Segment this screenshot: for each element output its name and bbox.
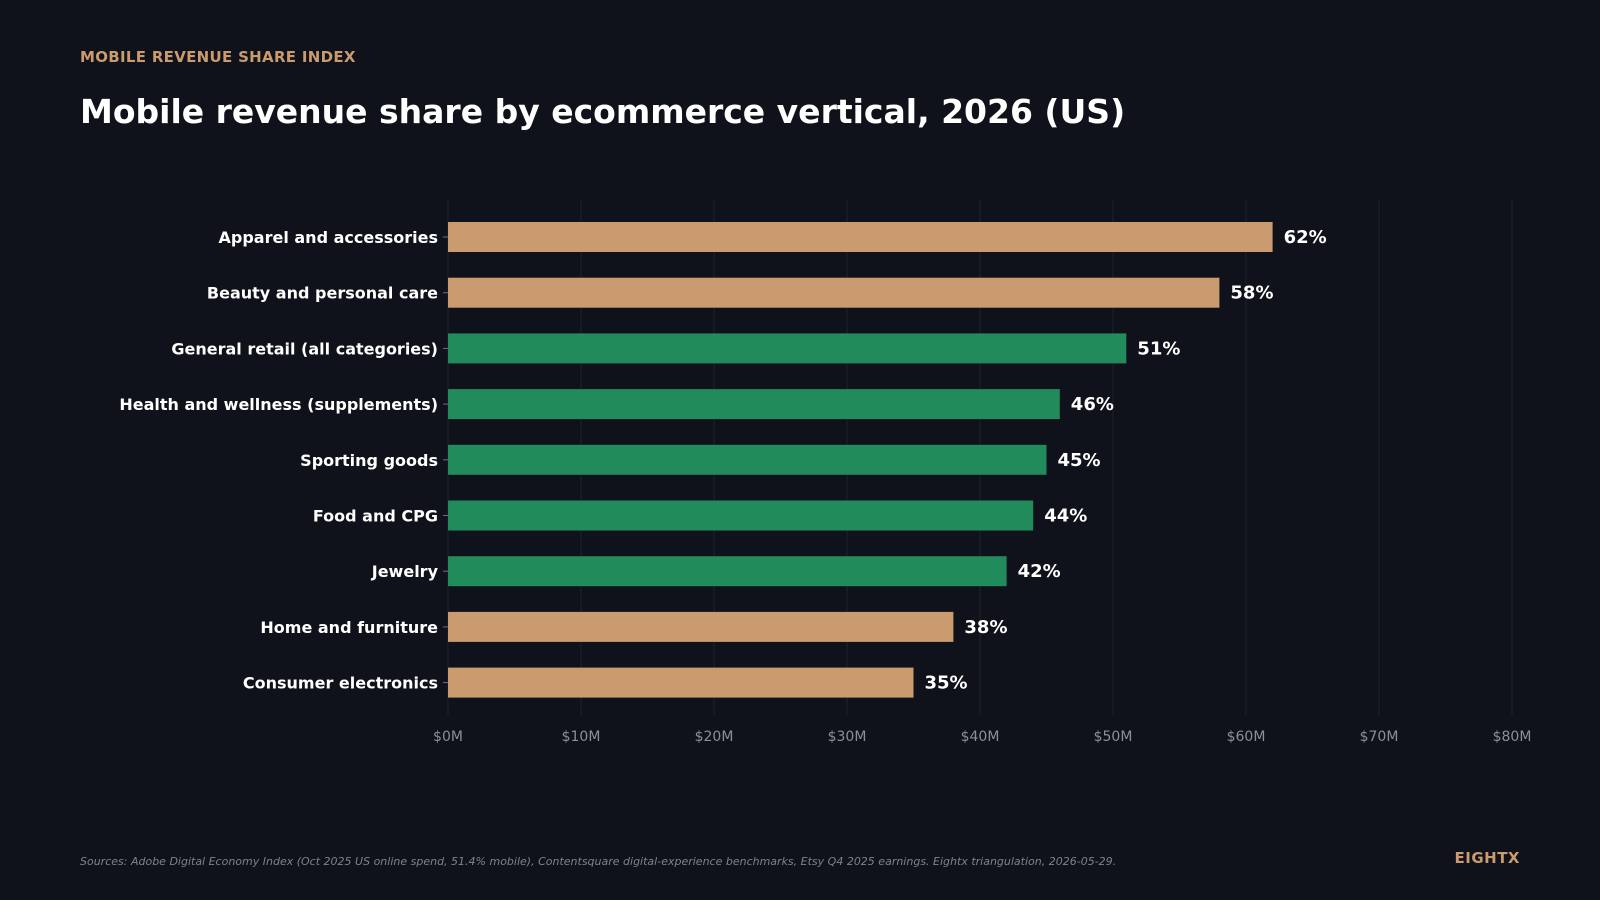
bar bbox=[448, 556, 1007, 587]
category-label: Beauty and personal care bbox=[207, 284, 438, 303]
x-tick-label: $70M bbox=[1360, 729, 1399, 745]
value-label: 38% bbox=[964, 617, 1007, 638]
x-tick-label: $40M bbox=[961, 729, 1000, 745]
x-tick-label: $20M bbox=[695, 729, 734, 745]
category-label: Consumer electronics bbox=[243, 674, 438, 693]
bar bbox=[448, 333, 1127, 364]
x-axis-ticks: $0M $10M $20M $30M $40M $50M $60M $70M $80M bbox=[433, 729, 1531, 745]
value-label: 62% bbox=[1284, 227, 1327, 248]
x-tick-label: $10M bbox=[562, 729, 601, 745]
bar bbox=[448, 389, 1060, 420]
bar bbox=[448, 444, 1047, 475]
brand-logo: EIGHTX bbox=[1454, 849, 1520, 867]
chart-title: Mobile revenue share by ecommerce vertic… bbox=[80, 92, 1126, 131]
bar bbox=[448, 667, 914, 698]
x-tick-label: $50M bbox=[1094, 729, 1133, 745]
category-label: Food and CPG bbox=[313, 507, 438, 526]
bar bbox=[448, 222, 1273, 252]
category-label: Jewelry bbox=[371, 562, 439, 581]
value-label: 58% bbox=[1230, 283, 1273, 304]
category-label: Sporting goods bbox=[300, 451, 438, 470]
x-tick-label: $60M bbox=[1227, 729, 1266, 745]
x-tick-label: $80M bbox=[1493, 729, 1532, 745]
bar bbox=[448, 611, 954, 642]
bars bbox=[448, 222, 1273, 698]
value-label: 42% bbox=[1018, 561, 1061, 582]
value-label: 45% bbox=[1058, 450, 1101, 471]
value-label: 35% bbox=[925, 673, 968, 694]
source-note: Sources: Adobe Digital Economy Index (Oc… bbox=[80, 855, 1117, 868]
value-labels: 62% 58% 51% 46% 45% 44% 42% 38% 35% bbox=[925, 227, 1327, 694]
bar bbox=[448, 500, 1034, 531]
category-labels: Apparel and accessories Beauty and person… bbox=[119, 228, 448, 693]
x-tick-label: $30M bbox=[828, 729, 867, 745]
category-label: Health and wellness (supplements) bbox=[119, 395, 438, 414]
category-label: General retail (all categories) bbox=[171, 339, 438, 358]
value-label: 51% bbox=[1137, 338, 1180, 359]
x-tick-label: $0M bbox=[433, 729, 463, 745]
bar-chart: Apparel and accessories Beauty and person… bbox=[119, 200, 1531, 745]
value-label: 44% bbox=[1044, 506, 1087, 527]
bar bbox=[448, 277, 1220, 308]
category-label: Apparel and accessories bbox=[219, 228, 439, 247]
chart-eyebrow: MOBILE REVENUE SHARE INDEX bbox=[80, 48, 356, 66]
value-label: 46% bbox=[1071, 394, 1114, 415]
category-label: Home and furniture bbox=[260, 618, 438, 637]
